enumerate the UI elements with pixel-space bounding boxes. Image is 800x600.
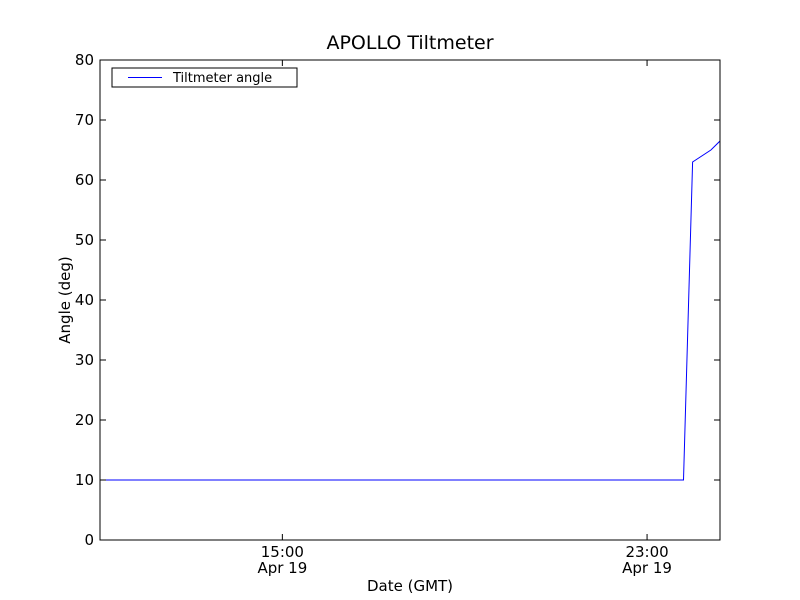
y-tick-label: 80: [75, 51, 94, 69]
series-line-0: [100, 140, 720, 481]
y-tick-label: 50: [75, 231, 94, 249]
x-axis-label: Date (GMT): [367, 577, 453, 595]
y-tick-label: 70: [75, 111, 94, 129]
x-tick-label-time: 15:00: [261, 543, 304, 561]
y-axis-label: Angle (deg): [56, 256, 74, 343]
x-tick-label-date: Apr 19: [622, 559, 672, 577]
y-tick-label: 30: [75, 351, 94, 369]
chart-title: APOLLO Tiltmeter: [326, 32, 493, 54]
legend-label: Tiltmeter angle: [172, 71, 272, 86]
legend-box: [111, 67, 298, 88]
y-tick-label: 10: [75, 471, 94, 489]
x-tick-label-date: Apr 19: [257, 559, 307, 577]
plot-frame: [99, 59, 721, 541]
y-tick-label: 0: [84, 531, 94, 549]
y-tick-label: 40: [75, 291, 94, 309]
y-tick-label: 20: [75, 411, 94, 429]
plot-layer: [100, 140, 720, 481]
x-tick-label-time: 23:00: [625, 543, 668, 561]
legend: Tiltmeter angle: [111, 67, 298, 88]
y-tick-label: 60: [75, 171, 94, 189]
